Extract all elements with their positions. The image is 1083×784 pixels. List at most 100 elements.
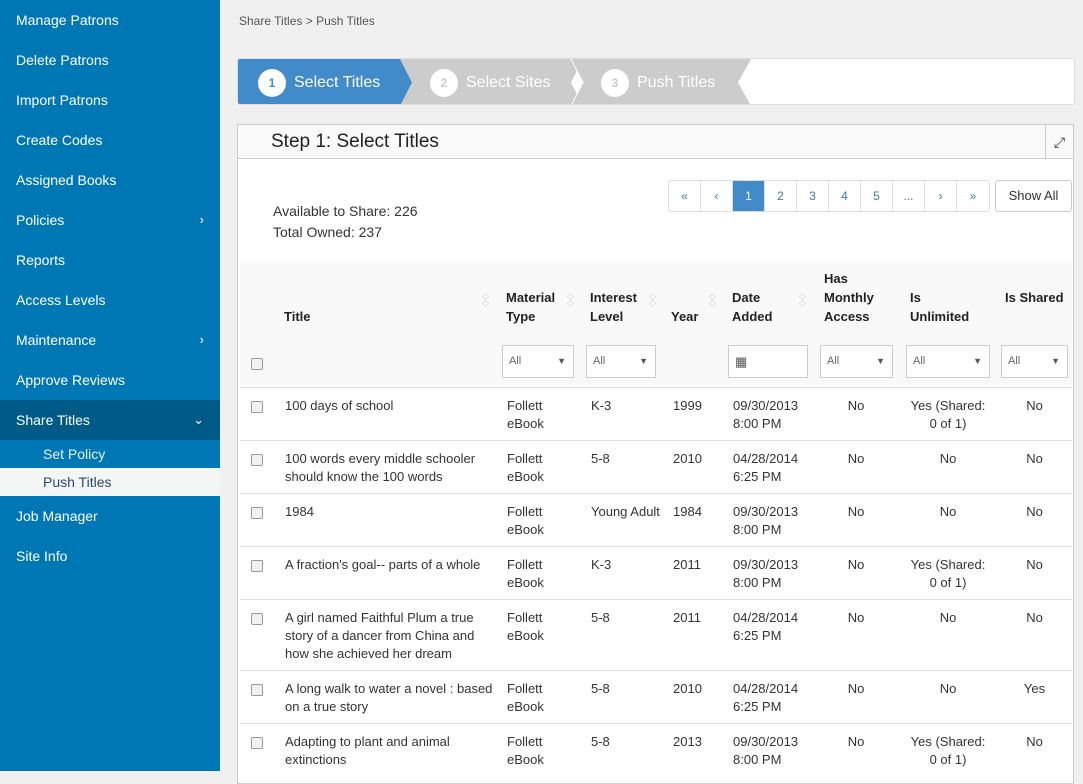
row-checkbox[interactable] xyxy=(251,737,263,749)
cell-unlimited: Yes (Shared: 0 of 1) xyxy=(910,734,986,767)
sidebar-item-label: Maintenance xyxy=(16,332,97,348)
col-interest-level[interactable]: Interest Level xyxy=(590,290,637,324)
col-monthly-access: Has Monthly Access xyxy=(824,271,874,324)
interest-filter[interactable]: All ▼ xyxy=(586,345,656,378)
breadcrumb-current: Push Titles xyxy=(316,14,375,28)
page-button[interactable]: ‹ xyxy=(701,181,733,211)
row-checkbox[interactable] xyxy=(251,401,263,413)
shared-filter[interactable]: All ▼ xyxy=(1001,345,1068,378)
sort-icon[interactable]: ◇ ◇ xyxy=(709,291,716,308)
wizard-step-2[interactable]: 2 Select Sites xyxy=(430,59,550,104)
col-title[interactable]: Title xyxy=(284,309,311,324)
table-row: 100 words every middle schooler should k… xyxy=(240,440,1072,493)
cell-interest: 5-8 xyxy=(591,681,610,696)
page-button[interactable]: 3 xyxy=(797,181,829,211)
row-checkbox[interactable] xyxy=(251,560,263,572)
sort-icon[interactable]: ◇ ◇ xyxy=(649,291,656,308)
col-date-added[interactable]: Date Added xyxy=(732,290,773,324)
table-row: A long walk to water a novel : based on … xyxy=(240,670,1072,723)
cell-unlimited: No xyxy=(939,504,957,519)
sidebar-item-label: Delete Patrons xyxy=(16,52,109,68)
cell-year: 2011 xyxy=(673,557,701,572)
expand-icon[interactable]: ⤢ xyxy=(1045,125,1073,158)
sidebar-item-label: Assigned Books xyxy=(16,172,117,188)
sidebar-item-reports[interactable]: Reports xyxy=(0,240,220,280)
page-button[interactable]: ... xyxy=(893,181,925,211)
step-number: 3 xyxy=(601,68,629,97)
chevron-right-icon: › xyxy=(199,332,204,347)
col-unlimited: Is Unlimited xyxy=(910,290,970,324)
monthly-filter[interactable]: All ▼ xyxy=(820,345,893,378)
cell-year: 2013 xyxy=(673,734,702,749)
show-all-button[interactable]: Show All xyxy=(995,180,1072,212)
cell-interest: K-3 xyxy=(591,398,612,413)
page-button[interactable]: « xyxy=(669,181,701,211)
dropdown-arrow-icon: ▼ xyxy=(876,356,885,366)
sidebar-subitem-push-titles[interactable]: Push Titles xyxy=(0,468,220,496)
cell-unlimited: Yes (Shared: 0 of 1) xyxy=(910,398,986,431)
sidebar-item-site-info[interactable]: Site Info xyxy=(0,536,220,576)
select-titles-panel: Step 1: Select Titles ⤢ Available to Sha… xyxy=(237,124,1074,784)
cell-interest: K-3 xyxy=(591,557,612,572)
page-button[interactable]: 4 xyxy=(829,181,861,211)
row-checkbox[interactable] xyxy=(251,613,263,625)
cell-year: 1999 xyxy=(673,398,702,413)
cell-title[interactable]: 1984 xyxy=(285,504,314,519)
sidebar-subitem-set-policy[interactable]: Set Policy xyxy=(43,446,106,462)
sort-icon[interactable]: ◇ ◇ xyxy=(482,291,489,308)
sort-icon[interactable]: ◇ ◇ xyxy=(799,291,806,308)
sort-icon[interactable]: ◇ ◇ xyxy=(567,291,574,308)
wizard-step-3[interactable]: 3 Push Titles xyxy=(601,59,715,104)
row-checkbox[interactable] xyxy=(251,454,263,466)
cell-shared: No xyxy=(1026,734,1043,749)
col-year[interactable]: Year xyxy=(671,309,699,324)
material-filter[interactable]: All ▼ xyxy=(502,345,574,378)
sidebar-item-job-manager[interactable]: Job Manager xyxy=(0,496,220,536)
cell-title[interactable]: A fraction's goal-- parts of a whole xyxy=(285,557,481,572)
cell-title[interactable]: 100 words every middle schooler should k… xyxy=(285,451,476,484)
sidebar-item-share-titles[interactable]: Share Titles ⌄ xyxy=(0,400,220,440)
table-header: Title ◇ ◇ Material Type ◇ ◇ Interest Level… xyxy=(240,263,1072,385)
cell-material: Follett eBook xyxy=(507,398,544,431)
page-button[interactable]: » xyxy=(969,189,977,203)
row-checkbox[interactable] xyxy=(251,507,263,519)
page-button[interactable]: 2 xyxy=(765,181,797,211)
sidebar-item-maintenance[interactable]: Maintenance › xyxy=(0,320,220,360)
col-material-type[interactable]: Material Type xyxy=(506,290,556,324)
select-all-checkbox[interactable] xyxy=(251,358,263,370)
cell-title[interactable]: A long walk to water a novel : based on … xyxy=(285,681,493,714)
sidebar-item-label: Create Codes xyxy=(16,132,103,148)
cell-date: 09/30/2013 8:00 PM xyxy=(733,504,799,537)
sidebar-item-access-levels[interactable]: Access Levels xyxy=(0,280,220,320)
cell-shared: No xyxy=(1026,451,1043,466)
sidebar-item-manage-patrons[interactable]: Manage Patrons xyxy=(0,0,220,40)
date-filter[interactable]: ▦ xyxy=(728,345,808,378)
sidebar-item-import-patrons[interactable]: Import Patrons xyxy=(0,80,220,120)
sidebar-item-create-codes[interactable]: Create Codes xyxy=(0,120,220,160)
sidebar-item-delete-patrons[interactable]: Delete Patrons xyxy=(0,40,220,80)
page-button[interactable]: › xyxy=(925,181,957,211)
cell-title[interactable]: A girl named Faithful Plum a true story … xyxy=(285,610,475,661)
breadcrumb-parent[interactable]: Share Titles xyxy=(239,14,303,28)
cell-title[interactable]: 100 days of school xyxy=(285,398,394,413)
sidebar-item-approve-reviews[interactable]: Approve Reviews xyxy=(0,360,220,400)
owned-count: Total Owned: 237 xyxy=(273,224,382,240)
cell-date: 04/28/2014 6:25 PM xyxy=(733,451,799,484)
wizard-steps: 1 Select Titles 2 Select Sites 3 Push Title… xyxy=(237,58,1075,105)
sidebar-item-assigned-books[interactable]: Assigned Books xyxy=(0,160,220,200)
sidebar-item-policies[interactable]: Policies › xyxy=(0,200,220,240)
page-button[interactable]: 1 xyxy=(733,181,765,211)
sidebar-item-label: Reports xyxy=(16,252,66,268)
cell-year: 2011 xyxy=(673,610,701,625)
wizard-step-1[interactable]: 1 Select Titles xyxy=(258,59,380,104)
cell-title[interactable]: Adapting to plant and animal extinctions xyxy=(285,734,450,767)
sidebar-item-label: Share Titles xyxy=(16,412,90,428)
page-button[interactable]: 5 xyxy=(861,181,893,211)
sidebar-item-label: Approve Reviews xyxy=(16,372,125,388)
row-checkbox[interactable] xyxy=(251,684,263,696)
cell-monthly: No xyxy=(847,504,865,519)
sidebar-item-label: Policies xyxy=(16,212,65,228)
cell-interest: 5-8 xyxy=(591,610,610,625)
unlimited-filter[interactable]: All ▼ xyxy=(906,345,990,378)
filter-value: All xyxy=(827,355,840,367)
